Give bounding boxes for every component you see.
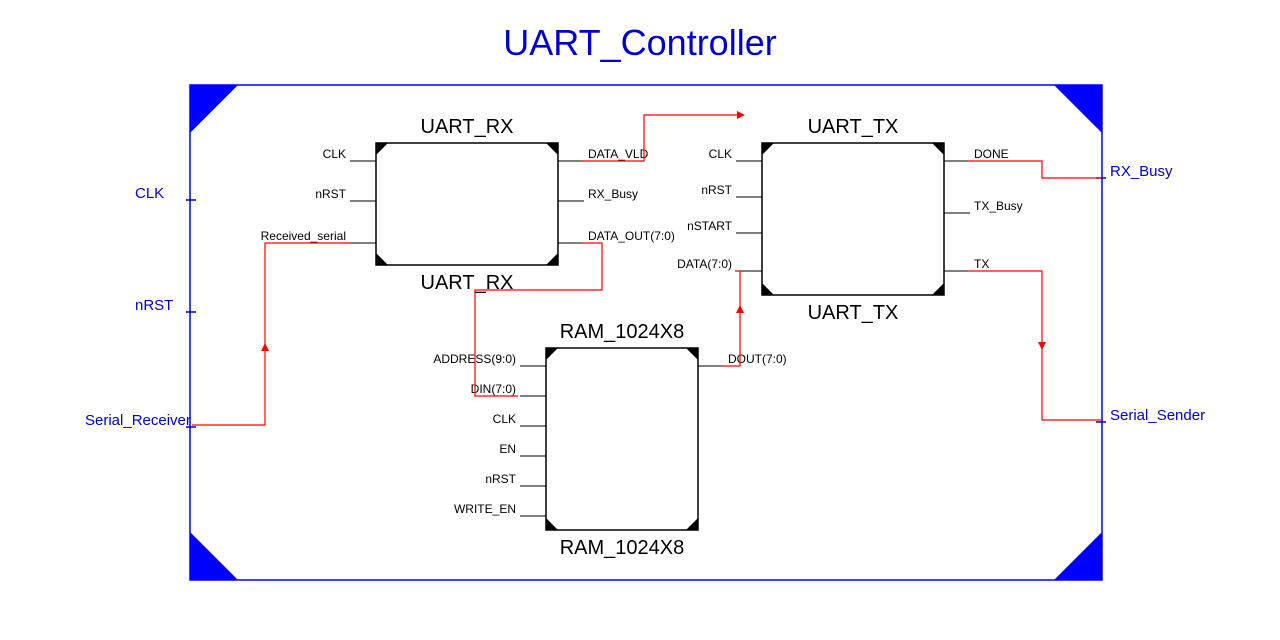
block-instance-label: UART_RX xyxy=(421,272,514,294)
pin-label: DIN(7:0) xyxy=(471,382,516,396)
wire-arrow-icon xyxy=(261,343,269,351)
pin-label: RX_Busy xyxy=(588,187,638,201)
block-title: RAM_1024X8 xyxy=(560,321,685,343)
pin-label: DATA(7:0) xyxy=(677,257,732,271)
block-instance-label: RAM_1024X8 xyxy=(560,537,685,559)
block-uart-rx: UART_RX UART_RX CLK nRST Received_serial DATA… xyxy=(261,116,675,294)
block-title: UART_TX xyxy=(808,116,899,138)
pin-label: nRST xyxy=(315,187,346,201)
external-port-label: Serial_Receiver xyxy=(85,412,191,429)
pin-label: EN xyxy=(499,442,516,456)
external-port-label: RX_Busy xyxy=(1110,163,1173,180)
diagram-title: UART_Controller xyxy=(503,22,776,63)
pin-label: DOUT(7:0) xyxy=(728,352,787,366)
wire-serial_receiver_to_rx xyxy=(192,243,350,425)
pin-label: TX xyxy=(974,257,989,271)
pin-label: nRST xyxy=(485,472,516,486)
wire-arrow-icon xyxy=(737,111,745,119)
external-port-label: Serial_Sender xyxy=(1110,407,1205,424)
pin-label: nSTART xyxy=(687,219,733,233)
wire-tx_tx_to_serial_sender xyxy=(968,271,1102,420)
block-ram: RAM_1024X8RAM_1024X8ADDRESS(9:0)DIN(7:0)… xyxy=(433,321,786,559)
external-port-label: CLK xyxy=(135,185,164,202)
external-port-label: nRST xyxy=(135,297,173,314)
pin-label: Received_serial xyxy=(261,229,346,243)
pin-label: TX_Busy xyxy=(974,199,1023,213)
pin-label: DONE xyxy=(974,147,1009,161)
external-ports-left: CLK nRST Serial_Receiver xyxy=(85,185,196,429)
pin-label: CLK xyxy=(493,412,516,426)
pin-label: CLK xyxy=(709,147,732,161)
pin-label: nRST xyxy=(701,183,732,197)
pin-label: DATA_VLD xyxy=(588,147,649,161)
block-title: UART_RX xyxy=(421,116,514,138)
wire-arrow-icon xyxy=(1038,342,1046,350)
wire-arrow-icon xyxy=(736,305,744,313)
wire-rx_dataout_to_ram_din xyxy=(475,243,602,396)
external-ports-right: RX_Busy Serial_Sender xyxy=(1096,163,1205,424)
block-instance-label: UART_TX xyxy=(808,302,899,324)
wire-tx_done_to_rxbusy_out xyxy=(968,161,1102,178)
pin-label: WRITE_EN xyxy=(454,502,516,516)
pin-label: DATA_OUT(7:0) xyxy=(588,229,675,243)
block-uart-tx: UART_TX UART_TX CLK nRST nSTART DATA(7:0) DONE… xyxy=(677,116,1023,324)
pin-label: CLK xyxy=(323,147,346,161)
